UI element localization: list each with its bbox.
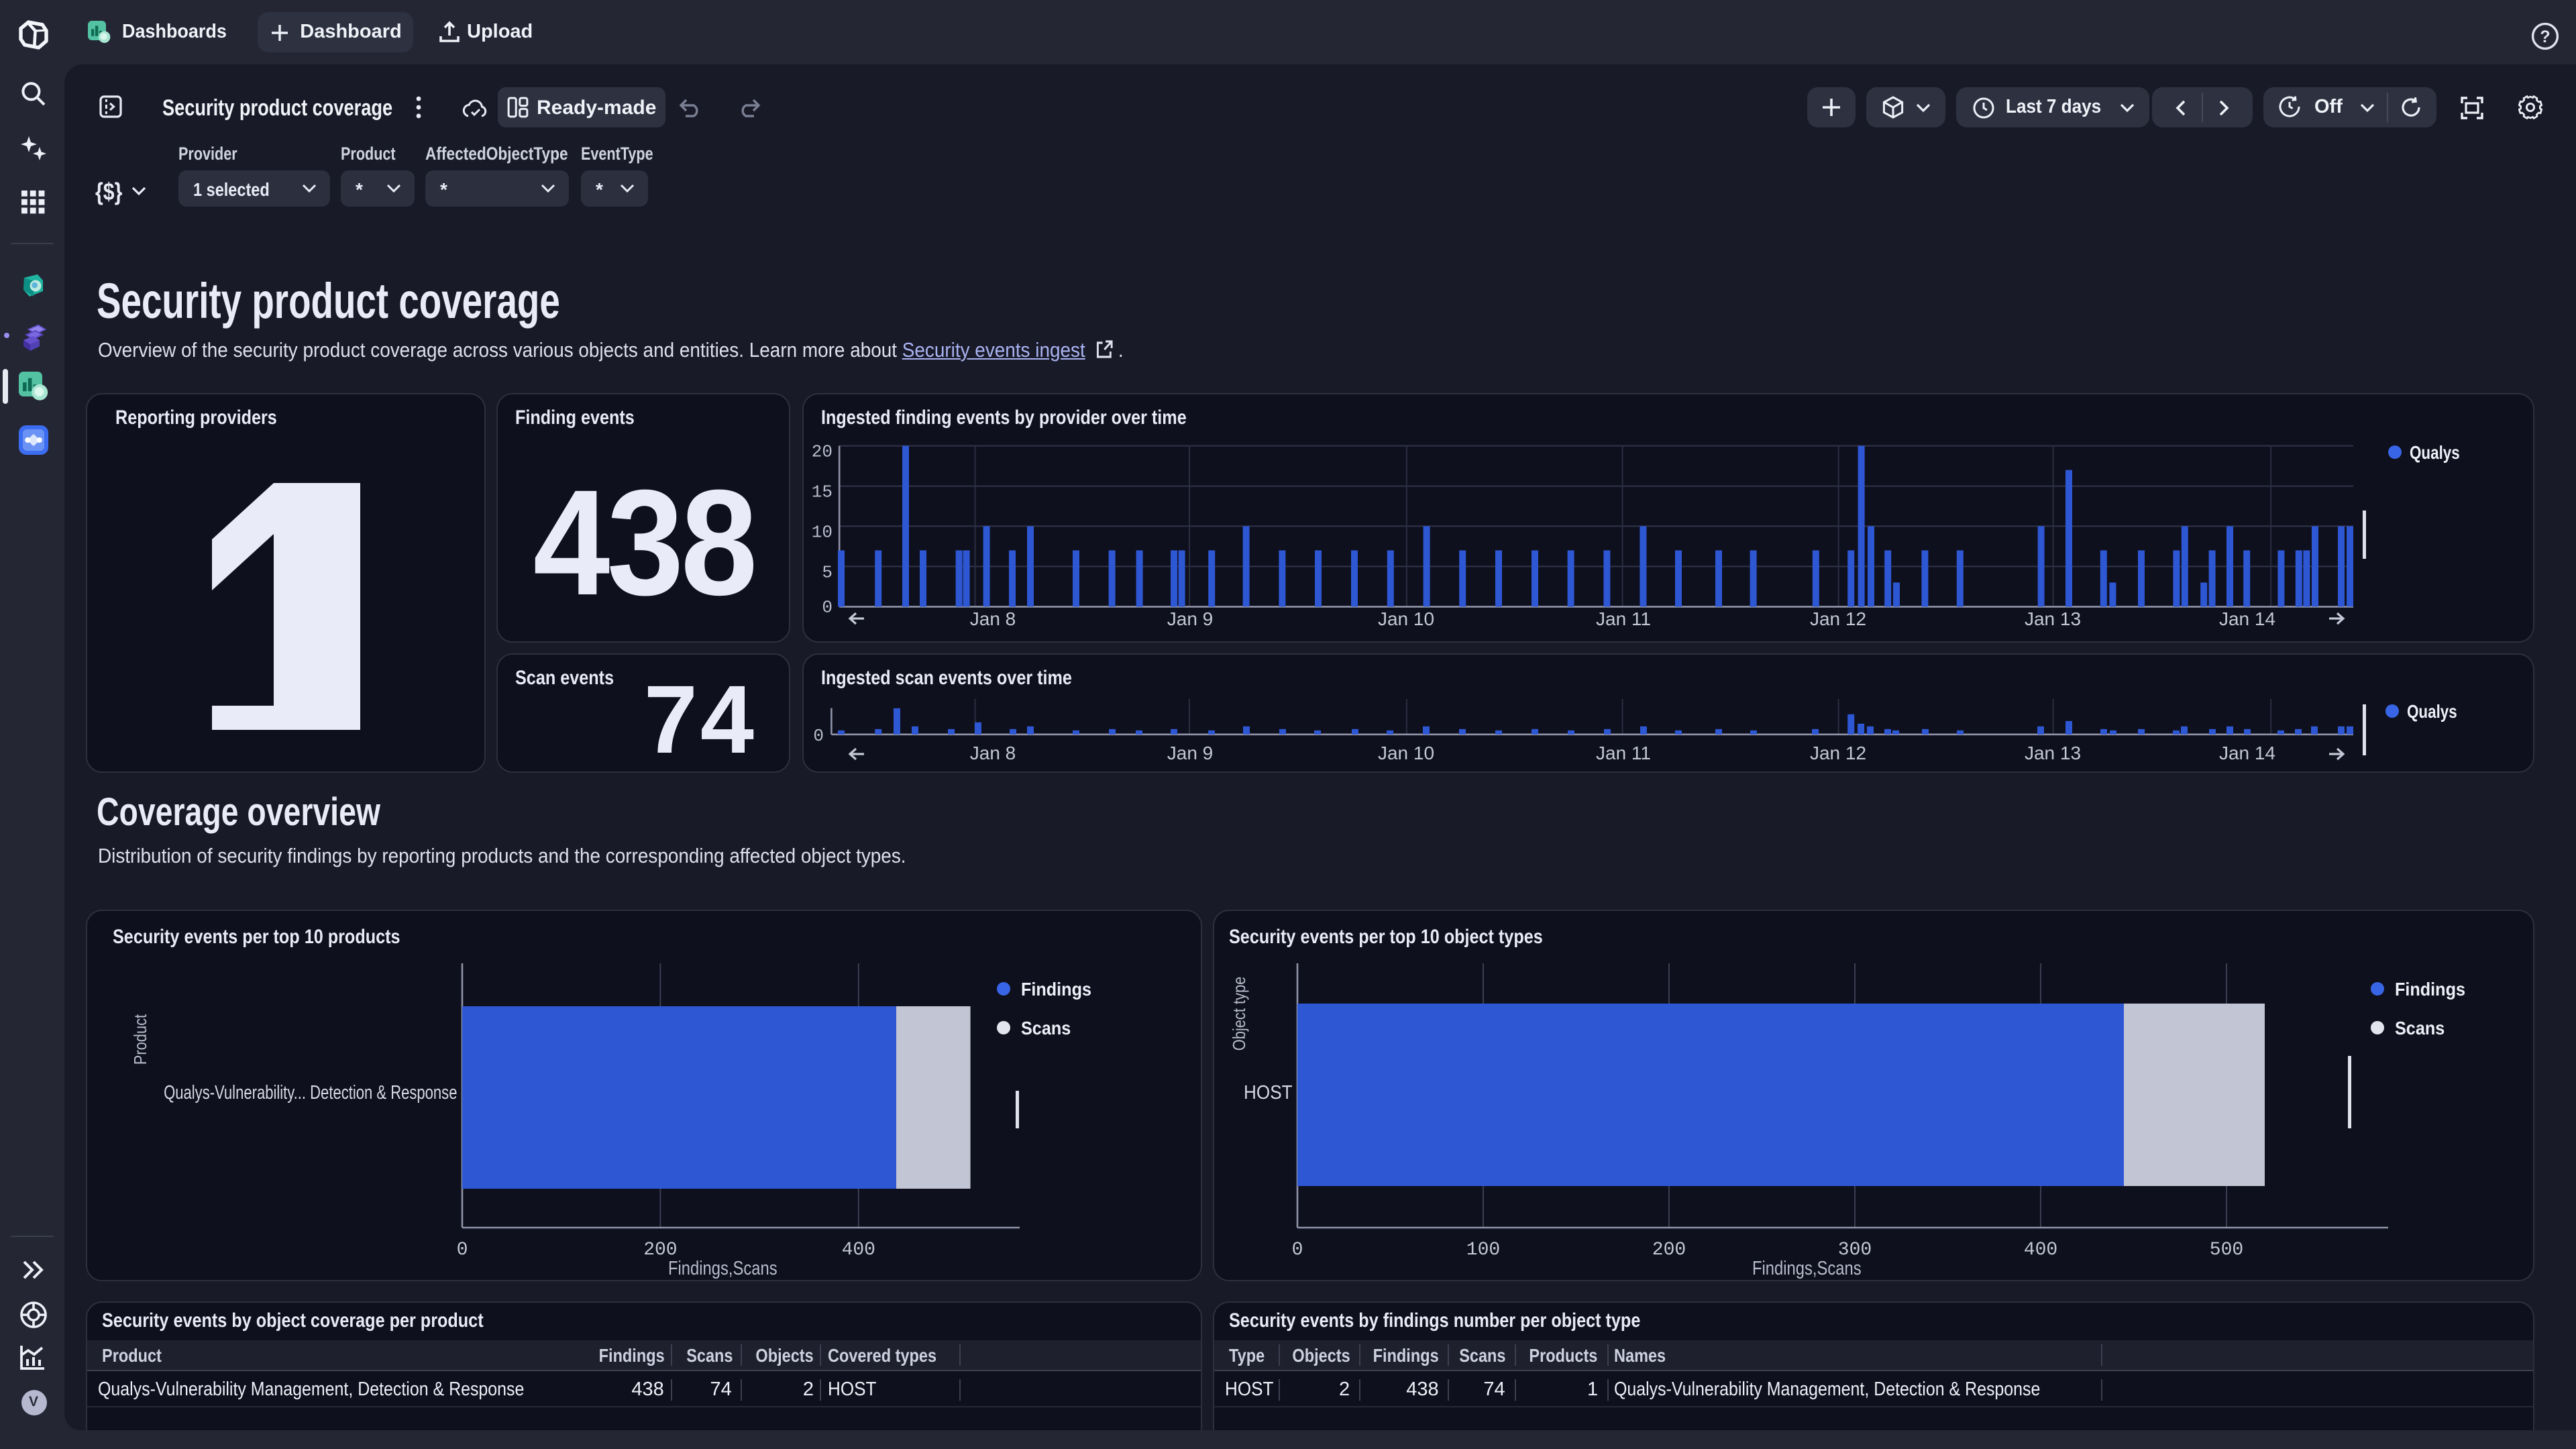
svg-text:0: 0 [813, 726, 824, 746]
svg-text:Jan 14: Jan 14 [2219, 608, 2275, 629]
svg-text:Jan 13: Jan 13 [2025, 743, 2081, 763]
svg-text:Jan 8: Jan 8 [970, 608, 1016, 629]
svg-text:Jan 11: Jan 11 [1596, 743, 1651, 763]
svg-text:300: 300 [1838, 1240, 1872, 1260]
svg-text:0: 0 [822, 597, 833, 617]
svg-text:Jan 12: Jan 12 [1810, 743, 1866, 763]
svg-text:Jan 9: Jan 9 [1167, 608, 1214, 629]
svg-text:Jan 14: Jan 14 [2219, 743, 2275, 763]
svg-text:20: 20 [812, 442, 833, 462]
svg-text:Jan 10: Jan 10 [1378, 743, 1434, 763]
svg-text:Jan 11: Jan 11 [1596, 608, 1651, 629]
svg-text:Jan 9: Jan 9 [1167, 743, 1214, 763]
svg-text:0: 0 [457, 1240, 468, 1260]
svg-text:10: 10 [812, 522, 833, 542]
svg-text:500: 500 [2210, 1240, 2243, 1260]
svg-text:?: ? [2540, 28, 2550, 46]
svg-text:200: 200 [1652, 1240, 1686, 1260]
svg-text:100: 100 [1466, 1240, 1500, 1260]
svg-text:200: 200 [643, 1240, 677, 1260]
svg-text:Jan 13: Jan 13 [2025, 608, 2081, 629]
svg-text:400: 400 [842, 1240, 875, 1260]
svg-text:5: 5 [822, 562, 833, 582]
svg-text:0: 0 [1292, 1240, 1303, 1260]
svg-text:Jan 8: Jan 8 [970, 743, 1016, 763]
svg-text:Jan 10: Jan 10 [1378, 608, 1434, 629]
svg-text:15: 15 [812, 482, 833, 502]
svg-text:Jan 12: Jan 12 [1810, 608, 1866, 629]
svg-text:400: 400 [2024, 1240, 2057, 1260]
